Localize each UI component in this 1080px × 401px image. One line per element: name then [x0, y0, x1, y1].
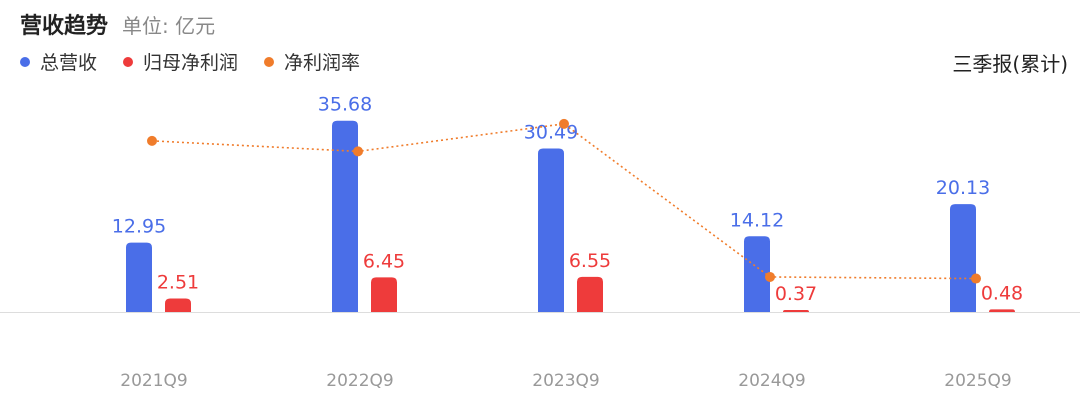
net-profit-bar: [165, 298, 191, 312]
net-margin-point: [765, 271, 775, 282]
x-tick-label: 2021Q9: [120, 371, 187, 391]
period-filter-button[interactable]: 三季报(累计): [952, 52, 1068, 76]
net-margin-point: [971, 273, 981, 284]
net-profit-bar: [783, 310, 809, 312]
legend-dot-net-profit: [123, 56, 134, 67]
chart-title: 营收趋势: [20, 14, 109, 39]
net-margin-point: [353, 146, 363, 157]
net-margin-point: [559, 118, 569, 129]
legend-label-revenue: 总营收: [40, 52, 98, 74]
net-profit-bar: [577, 276, 603, 312]
x-tick-label: 2022Q9: [326, 371, 393, 391]
legend: 总营收 归母净利润 净利润率: [20, 48, 386, 75]
revenue-value-label: 20.13: [936, 177, 990, 199]
legend-dot-revenue: [20, 56, 30, 67]
x-tick-label: 2025Q9: [944, 371, 1011, 391]
x-tick-label: 2023Q9: [532, 371, 599, 391]
legend-label-net-margin: 净利润率: [284, 52, 361, 74]
net-profit-value-label: 2.51: [157, 272, 199, 294]
revenue-value-label: 35.68: [318, 94, 372, 116]
revenue-bar: [538, 148, 564, 312]
legend-item-net-margin[interactable]: 净利润率: [264, 48, 360, 75]
title-row: 营收趋势 单位: 亿元: [20, 8, 215, 42]
revenue-bar: [744, 236, 770, 312]
net-profit-bar: [371, 277, 397, 312]
revenue-value-label: 14.12: [730, 209, 784, 231]
revenue-bar: [332, 120, 358, 313]
net-profit-value-label: 6.55: [569, 250, 611, 272]
legend-item-revenue[interactable]: 总营收: [20, 48, 97, 75]
net-profit-value-label: 0.48: [981, 282, 1023, 304]
net-profit-value-label: 0.37: [775, 283, 817, 305]
legend-label-net-profit: 归母净利润: [143, 52, 239, 74]
legend-dot-net-margin: [264, 56, 275, 67]
revenue-bar: [126, 242, 152, 312]
revenue-value-label: 12.95: [112, 216, 166, 238]
x-tick-label: 2024Q9: [738, 371, 805, 391]
net-profit-bar: [989, 309, 1015, 312]
legend-item-net-profit[interactable]: 归母净利润: [123, 48, 238, 75]
unit-label: 单位: 亿元: [122, 14, 216, 38]
net-margin-point: [147, 135, 157, 146]
revenue-bar: [950, 204, 976, 312]
net-profit-value-label: 6.45: [363, 250, 405, 272]
